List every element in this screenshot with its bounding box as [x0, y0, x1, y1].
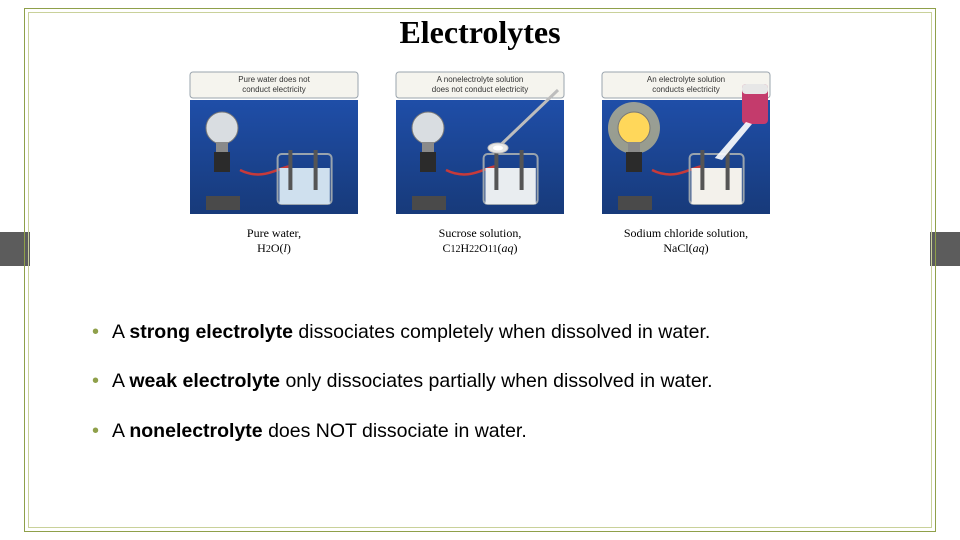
panel-caption-pure-water: Pure water,H2O(l) — [247, 226, 301, 257]
svg-text:conduct electricity: conduct electricity — [242, 85, 306, 94]
svg-text:A nonelectrolyte solution: A nonelectrolyte solution — [437, 75, 524, 84]
bullet-item: A weak electrolyte only dissociates part… — [92, 369, 890, 394]
svg-text:Pure water does not: Pure water does not — [238, 75, 310, 84]
bullet-item: A nonelectrolyte does NOT dissociate in … — [92, 419, 890, 444]
panel-caption-nacl: Sodium chloride solution,NaCl(aq) — [624, 226, 748, 256]
panel-caption-sucrose: Sucrose solution,C12H22O11(aq) — [439, 226, 522, 257]
bullet-item: A strong electrolyte dissociates complet… — [92, 320, 890, 345]
experiment-figure: Pure water does not conduct electricity … — [180, 70, 780, 257]
svg-text:does not conduct electricity: does not conduct electricity — [432, 85, 529, 94]
svg-text:conducts electricity: conducts electricity — [652, 85, 720, 94]
panel-sucrose: A nonelectrolyte solution does not condu… — [386, 70, 574, 257]
panel-pure-water: Pure water does not conduct electricity … — [180, 70, 368, 257]
svg-text:An electrolyte solution: An electrolyte solution — [647, 75, 725, 84]
bullet-list: A strong electrolyte dissociates complet… — [92, 320, 890, 468]
panel-nacl: An electrolyte solution conducts electri… — [592, 70, 780, 257]
page-title: Electrolytes — [0, 14, 960, 51]
